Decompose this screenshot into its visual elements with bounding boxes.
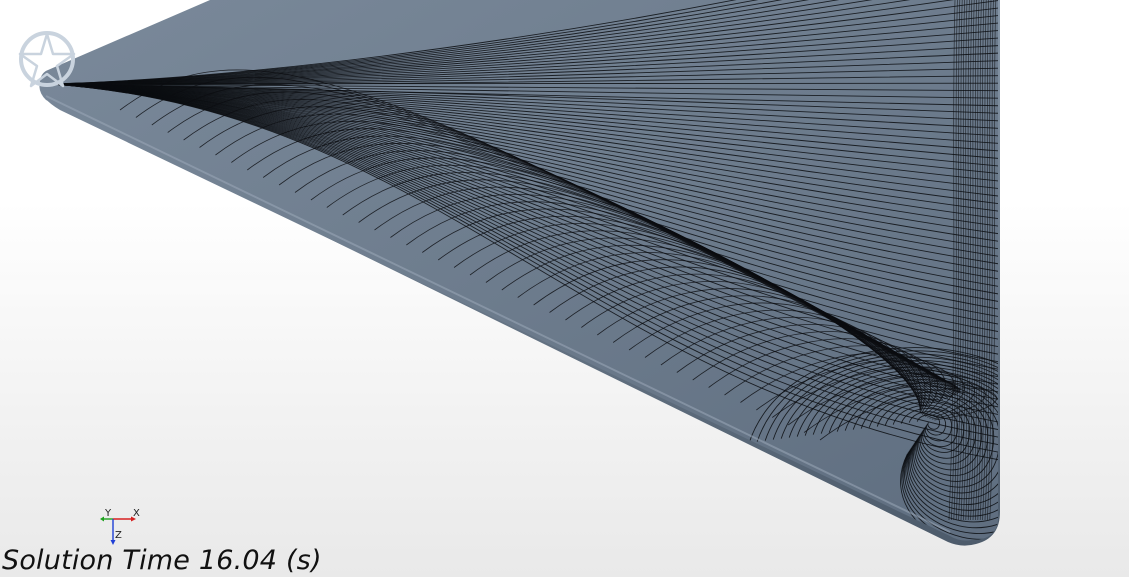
axis-triad: Y X Z — [100, 508, 140, 545]
streamline — [979, 0, 987, 521]
streamline — [51, 83, 998, 92]
logo-star — [18, 32, 76, 88]
streamline — [51, 83, 998, 257]
streamline — [812, 372, 998, 505]
streamline — [51, 83, 998, 378]
triad-x-arrow — [131, 516, 136, 522]
streamline — [51, 83, 998, 280]
leading-edge-highlight — [45, 95, 951, 533]
streamline — [977, 0, 985, 521]
streamline — [953, 0, 961, 521]
streamline — [676, 324, 922, 412]
streamline — [51, 83, 998, 242]
streamline — [989, 0, 997, 521]
solution-time-label: Solution Time 16.04 (s) — [2, 545, 322, 576]
streamline — [51, 0, 998, 85]
streamline — [51, 83, 998, 340]
streamline — [628, 302, 922, 410]
streamline — [51, 83, 998, 205]
streamline — [51, 83, 998, 446]
streamline — [51, 75, 998, 85]
streamline — [51, 83, 998, 288]
streamline — [51, 83, 998, 348]
streamline — [892, 404, 959, 448]
streamline — [982, 0, 989, 521]
streamline — [772, 366, 965, 418]
streamline — [967, 0, 975, 521]
streamline — [51, 83, 998, 220]
streamline — [51, 83, 998, 416]
streamline — [51, 83, 998, 190]
streamline — [533, 259, 933, 404]
streamline — [972, 0, 980, 521]
triad-y-arrow — [100, 516, 104, 522]
streamline — [51, 83, 998, 325]
streamline — [51, 83, 998, 355]
streamline — [836, 382, 998, 488]
streamline — [51, 0, 998, 85]
streamline — [51, 83, 998, 461]
triad-y-label: Y — [104, 508, 112, 519]
streamline — [876, 398, 971, 459]
streamline — [51, 83, 998, 250]
streamline — [772, 356, 998, 534]
streamline — [900, 408, 953, 442]
triad-z-label: Z — [115, 530, 122, 541]
streamline — [987, 0, 994, 521]
streamline — [51, 83, 998, 453]
streamline — [796, 366, 998, 517]
streamline — [951, 0, 958, 521]
streamline — [51, 0, 998, 85]
streamline — [51, 83, 998, 212]
streamline — [565, 273, 928, 406]
streamline — [549, 266, 931, 405]
streamline — [960, 0, 968, 521]
streamline — [965, 0, 973, 521]
streamline — [51, 83, 998, 371]
streamline — [51, 83, 998, 182]
streamline — [984, 0, 992, 521]
streamline — [51, 83, 998, 303]
streamline — [963, 0, 970, 521]
triad-x-label: X — [133, 508, 140, 519]
streamline — [581, 281, 926, 407]
wing-surface[interactable] — [39, 0, 1066, 551]
streamline — [51, 83, 998, 235]
streamline — [788, 363, 998, 523]
streamline — [51, 83, 998, 175]
streamline — [51, 83, 998, 393]
streamline — [51, 83, 998, 227]
streamline — [828, 379, 998, 494]
streamline — [51, 83, 998, 197]
streamline — [820, 375, 998, 500]
streamline — [151, 84, 946, 383]
streamline — [916, 414, 941, 430]
triad-z-arrow — [110, 540, 116, 545]
compass-star-icon — [18, 31, 76, 88]
streamline — [51, 83, 998, 386]
streamline — [51, 0, 998, 85]
streamline — [908, 411, 947, 436]
streamline — [975, 0, 982, 521]
streamline — [780, 360, 998, 529]
streamline — [958, 0, 965, 521]
streamline — [955, 0, 963, 521]
streamline — [51, 0, 998, 85]
streamline — [612, 295, 923, 409]
streamline — [51, 83, 998, 333]
streamline — [660, 317, 921, 411]
streamline — [860, 391, 983, 471]
streamline — [51, 83, 998, 273]
streamline — [804, 369, 998, 511]
streamline — [844, 385, 995, 482]
streamline — [51, 83, 998, 431]
streamline — [51, 0, 998, 85]
surface-streamlines — [51, 0, 998, 541]
streamline — [970, 0, 977, 521]
streamline — [51, 83, 998, 295]
streamline — [948, 0, 956, 521]
